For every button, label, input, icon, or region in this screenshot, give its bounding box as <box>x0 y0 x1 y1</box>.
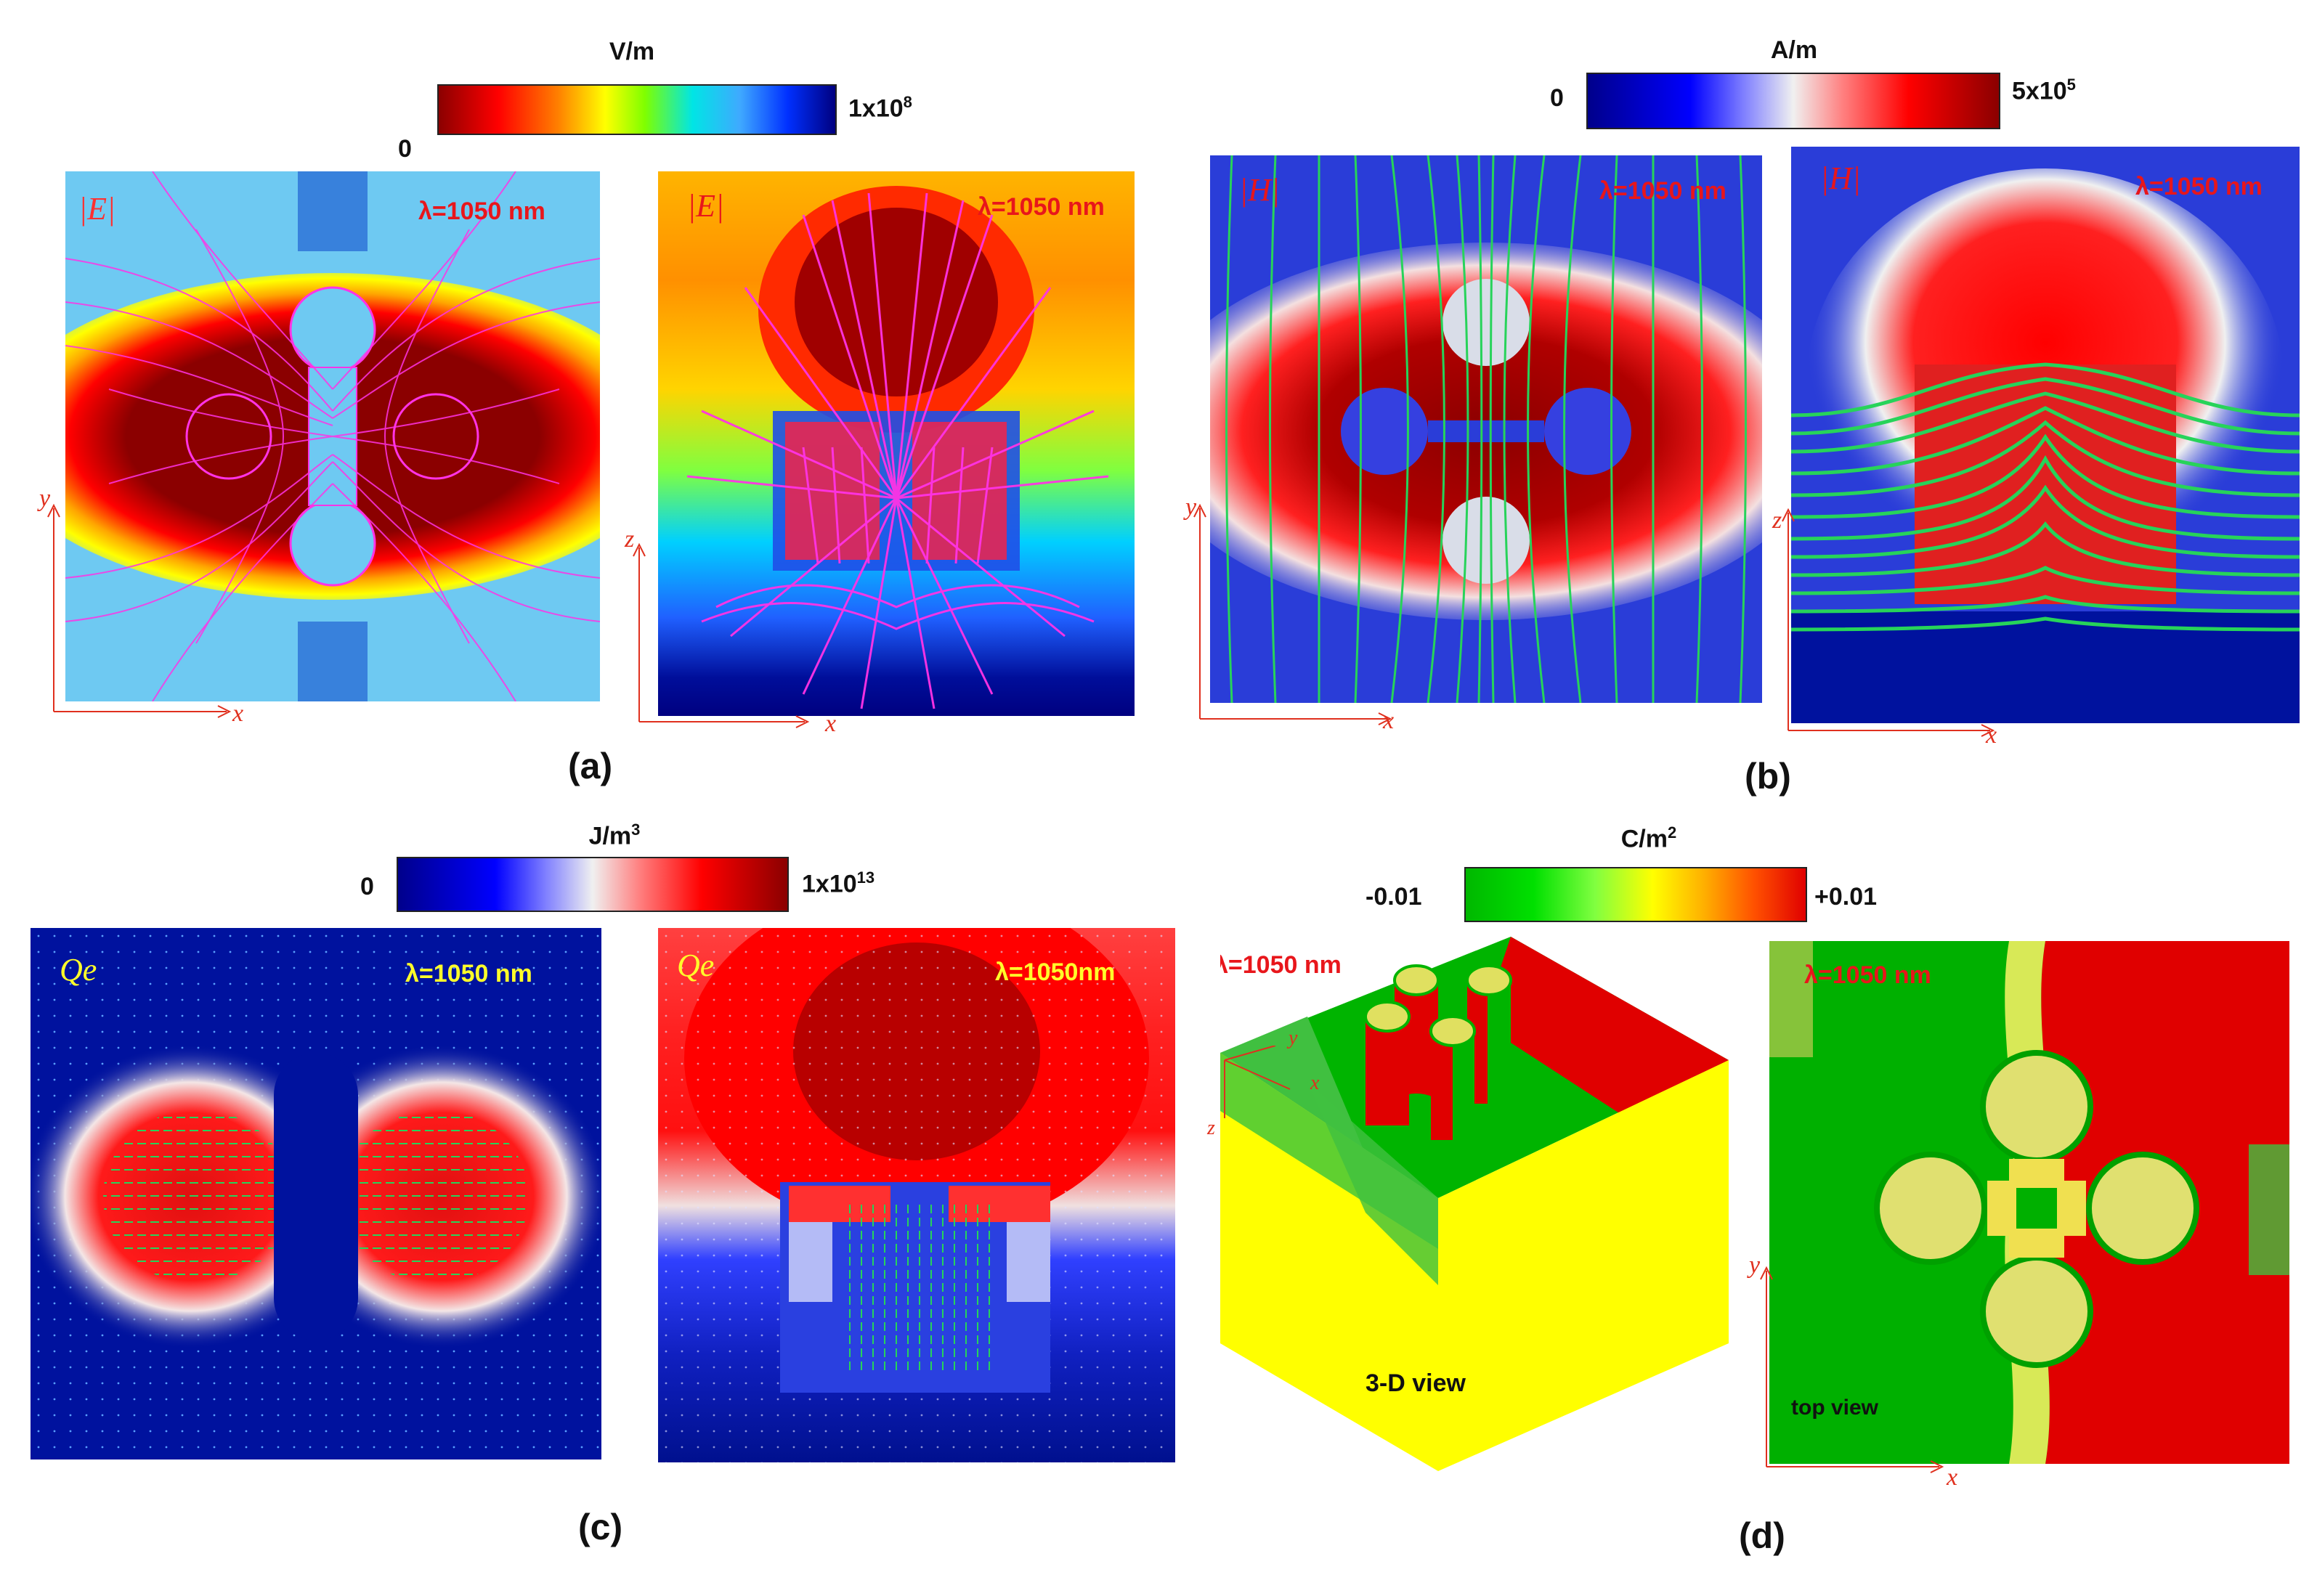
axes-b-left <box>1193 503 1392 725</box>
colorbar-b-min: 0 <box>1550 84 1564 112</box>
axis-b-left-x: x <box>1383 707 1395 734</box>
panel-d-label: (d) <box>1739 1515 1785 1556</box>
colorbar-a <box>437 84 837 135</box>
axis-b-right-x: x <box>1986 722 1997 749</box>
colorbar-b-max: 5x105 <box>2012 76 2076 105</box>
axis-d-top-y: y <box>1749 1252 1761 1279</box>
colorbar-d-min: -0.01 <box>1366 883 1422 911</box>
plot-b-left-wavelength: λ=1050 nm <box>1599 177 1726 205</box>
plot-d-top-view: λ=1050 nm top view <box>1769 941 2289 1464</box>
colorbar-d-unit: C/m2 <box>1620 823 1677 853</box>
axes-a-left <box>47 503 232 718</box>
panel-c-label: (c) <box>578 1507 623 1547</box>
plot-d-top-wavelength: λ=1050 nm <box>1804 961 1931 989</box>
colorbar-b-unit: A/m <box>1770 36 1818 64</box>
plot-c-right-wavelength: λ=1050nm <box>995 958 1116 986</box>
plot-c-left-qe-xy: Qe λ=1050 nm <box>31 928 601 1459</box>
plot-a-right-quantity: |E| <box>687 188 725 224</box>
axis-d-3d-y: y <box>1289 1027 1298 1049</box>
colorbar-c-unit: J/m3 <box>588 821 641 850</box>
axes-d-top <box>1760 1266 1944 1473</box>
colorbar-b <box>1586 73 2000 129</box>
panel-b-label: (b) <box>1745 756 1791 797</box>
axis-a-right-z: z <box>625 526 635 553</box>
colorbar-c <box>397 857 789 912</box>
axis-a-left-y: y <box>39 485 51 512</box>
axis-a-left-x: x <box>232 700 244 727</box>
colorbar-a-unit: V/m <box>609 38 655 65</box>
plot-b-left-quantity: |H| <box>1239 172 1280 208</box>
colorbar-c-max: 1x1013 <box>802 868 875 898</box>
plot-d-3d-view-label: 3-D view <box>1366 1369 1466 1397</box>
plot-b-right-h-xz: |H| λ=1050 nm <box>1791 147 2300 723</box>
plot-d-top-view-label: top view <box>1791 1396 1879 1420</box>
plot-a-left-e-xy: |E| λ=1050 nm <box>65 171 600 701</box>
axis-d-top-x: x <box>1947 1464 1958 1491</box>
axis-d-3d-x: x <box>1310 1072 1320 1094</box>
axis-b-left-y: y <box>1185 494 1197 521</box>
axes-d-3d <box>1224 1046 1291 1118</box>
plot-a-right-e-xz: |E| λ=1050 nm <box>658 171 1135 716</box>
plot-b-left-h-xy: |H| λ=1050 nm <box>1210 155 1762 703</box>
axes-b-right <box>1782 508 1995 737</box>
plot-c-right-quantity: Qe <box>677 948 715 983</box>
plot-d-3d-wavelength: λ=1050 nm <box>1220 951 1342 979</box>
axes-a-right <box>633 542 810 728</box>
axis-a-right-x: x <box>825 710 837 737</box>
colorbar-d-max: +0.01 <box>1814 883 1878 911</box>
plot-c-left-wavelength: λ=1050 nm <box>405 960 532 988</box>
axis-d-3d-z: z <box>1207 1117 1215 1139</box>
plot-d-3d-view: λ=1050 nm 3-D view <box>1220 937 1729 1471</box>
plot-b-right-wavelength: λ=1050 nm <box>2135 173 2263 200</box>
colorbar-a-max: 1x108 <box>848 93 912 123</box>
colorbar-a-min: 0 <box>398 135 412 163</box>
axis-b-right-z: z <box>1772 507 1782 534</box>
plot-c-left-quantity: Qe <box>60 952 97 988</box>
plot-b-right-quantity: |H| <box>1820 160 1861 196</box>
colorbar-c-min: 0 <box>360 873 374 900</box>
plot-a-left-wavelength: λ=1050 nm <box>418 198 545 225</box>
plot-c-right-qe-xz: Qe λ=1050nm <box>658 928 1175 1462</box>
colorbar-d <box>1464 867 1807 922</box>
plot-a-left-quantity: |E| <box>78 191 116 227</box>
plot-a-right-wavelength: λ=1050 nm <box>978 193 1105 221</box>
panel-a-label: (a) <box>568 746 613 786</box>
